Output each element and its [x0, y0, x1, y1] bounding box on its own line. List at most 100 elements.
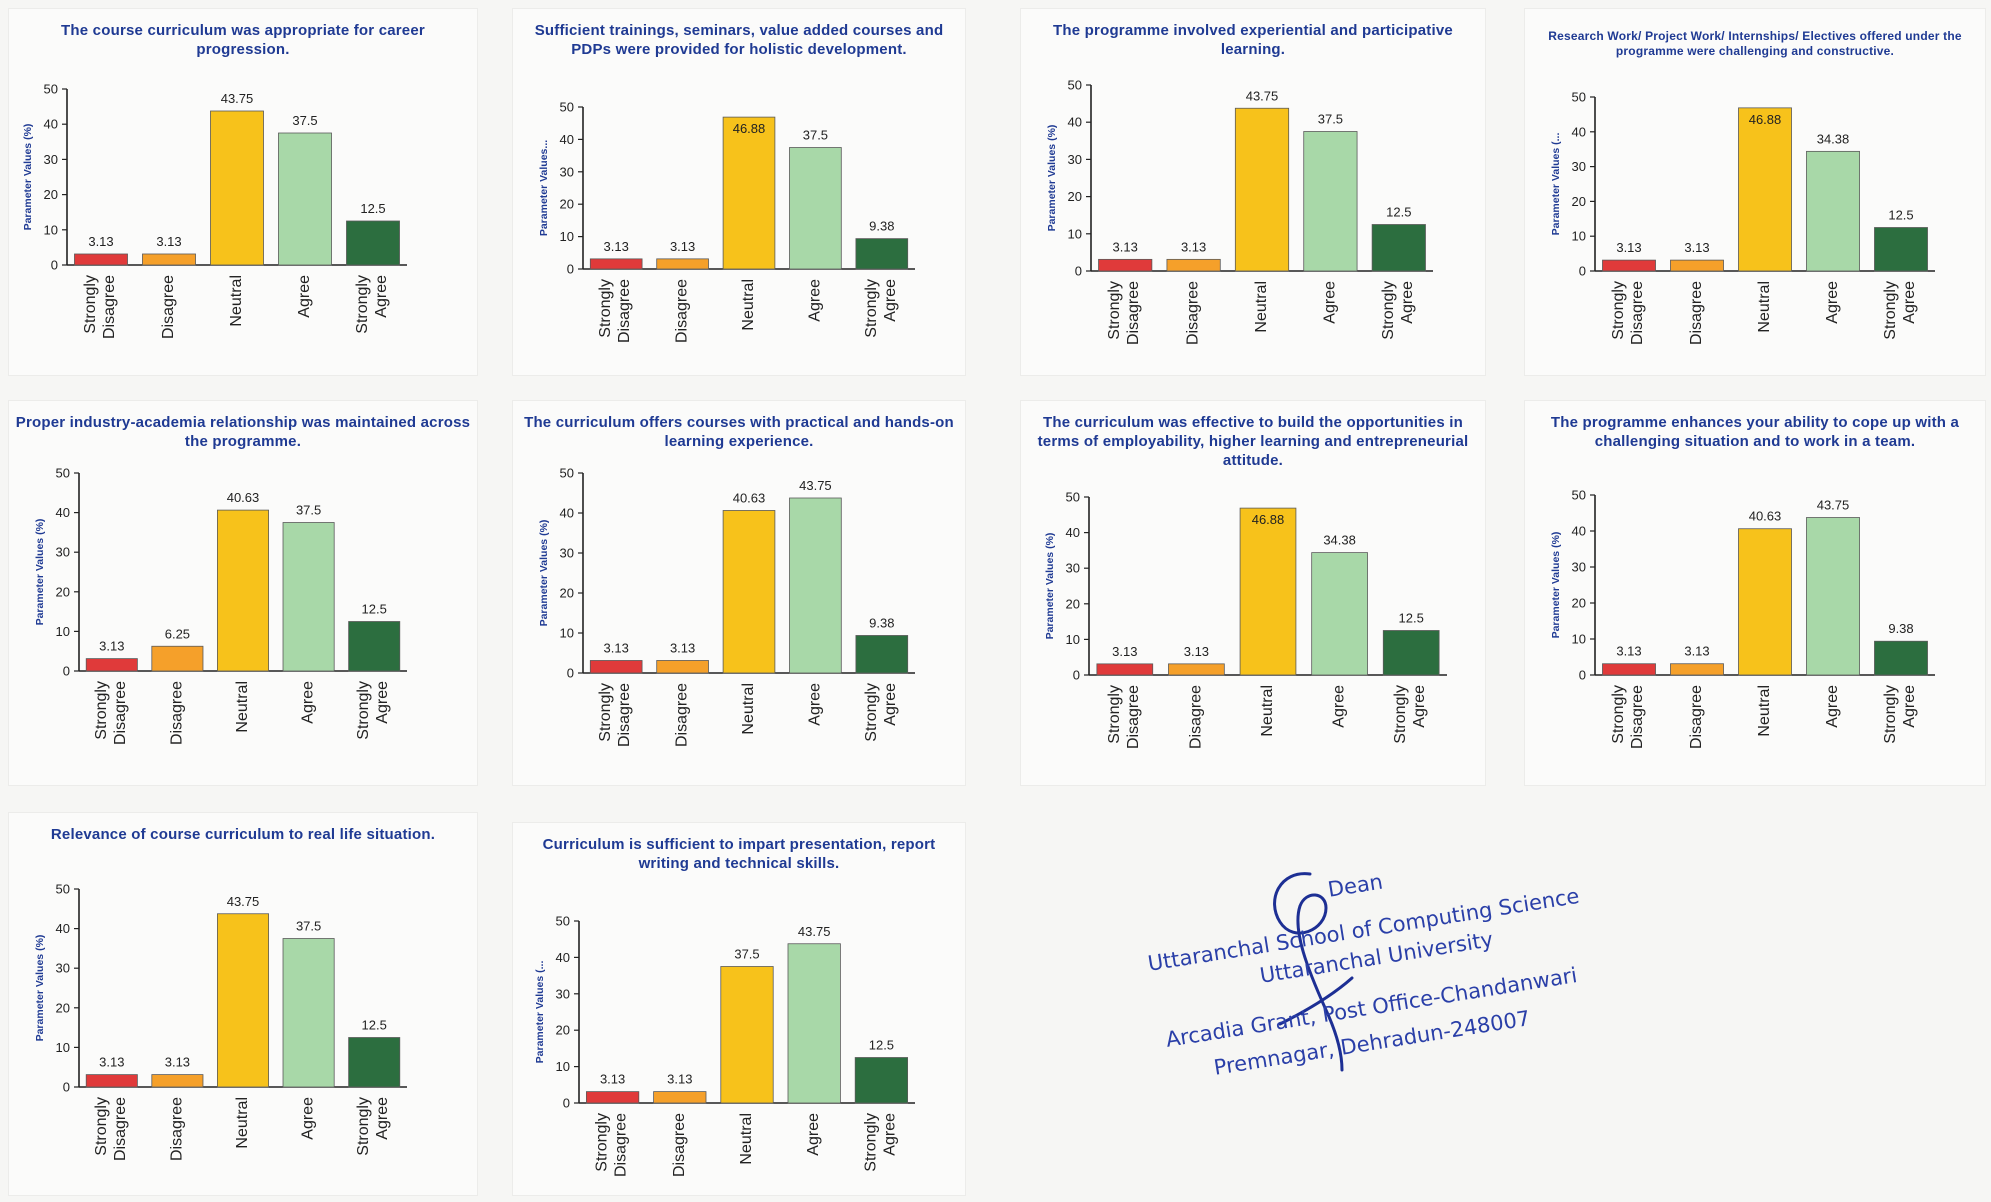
x-tick-label: Disagree	[1185, 281, 1202, 345]
y-tick-label: 0	[51, 258, 58, 273]
y-tick-label: 30	[1068, 152, 1082, 167]
y-tick-label: 30	[556, 986, 570, 1001]
x-tick-label: Strongly Disagree	[1106, 281, 1142, 345]
y-tick-label: 40	[1572, 124, 1586, 139]
x-tick-label: Strongly Agree	[1380, 281, 1416, 340]
x-tick-label: Agree	[806, 279, 823, 322]
bar-value-label: 3.13	[667, 1072, 692, 1087]
bar-value-label: 43.75	[799, 478, 832, 493]
x-tick-label: Agree	[806, 683, 823, 726]
bar-value-label: 12.5	[362, 1018, 387, 1033]
chart-panel-9: Relevance of course curriculum to real l…	[8, 812, 478, 1196]
y-tick-label: 30	[1066, 561, 1080, 576]
y-tick-label: 30	[56, 545, 70, 560]
y-axis-title: Parameter Values (%)	[538, 520, 550, 627]
bar	[278, 132, 332, 266]
x-tick-label: Neutral	[228, 275, 245, 327]
x-tick-label: Agree	[296, 275, 313, 318]
bar	[720, 966, 774, 1104]
x-tick-label: Strongly Disagree	[93, 1097, 129, 1161]
x-tick-label: Strongly Agree	[862, 1113, 898, 1172]
y-tick-label: 40	[56, 505, 70, 520]
bar-value-label: 3.13	[99, 639, 124, 654]
bar	[142, 253, 196, 266]
bar	[1234, 107, 1290, 272]
x-tick-label: Disagree	[674, 279, 691, 343]
bar	[1806, 517, 1860, 676]
bar	[85, 658, 138, 672]
bar-value-label: 3.13	[1684, 644, 1709, 659]
y-tick-label: 50	[44, 82, 58, 97]
x-tick-label: Strongly Agree	[863, 279, 899, 338]
x-tick-label: Strongly Disagree	[1106, 685, 1142, 749]
y-axis-title: Parameter Values (%)	[22, 124, 34, 231]
chart-title: Research Work/ Project Work/ Internships…	[1548, 29, 1962, 58]
bar	[1602, 259, 1656, 272]
chart-panel-5: Proper industry-academia relationship wa…	[8, 400, 478, 786]
y-tick-label: 50	[1068, 78, 1082, 93]
bar	[282, 938, 335, 1088]
y-tick-label: 30	[560, 164, 574, 179]
x-tick-label: Agree	[1824, 281, 1841, 324]
bar-value-label: 3.13	[1112, 644, 1137, 659]
bar-chart-4: 0 10 20 30 40 50 Parameter Values (... 3.13 Stro…	[1550, 90, 1935, 345]
bar-value-label: 43.75	[1817, 498, 1850, 513]
bar-chart-10: 0 10 20 30 40 50 Parameter Values (... 3.13 Stro…	[534, 914, 915, 1177]
bar-value-label: 9.38	[1888, 621, 1913, 636]
bar-chart-1: 0 10 20 30 40 50 Parameter Values (%) 3.13 Stron…	[22, 82, 407, 339]
bar-value-label: 3.13	[670, 640, 695, 655]
bar	[855, 238, 909, 270]
dean-seal-stamp: Dean Uttaranchal School of Computing Sci…	[1130, 860, 1610, 1090]
x-tick-label: Agree	[805, 1113, 822, 1156]
bar	[1670, 259, 1724, 272]
bar-value-label: 3.13	[1181, 239, 1206, 254]
bar	[1670, 663, 1724, 676]
y-tick-label: 40	[1068, 115, 1082, 130]
y-tick-label: 30	[1572, 159, 1586, 174]
chart-title: Curriculum is sufficient to impart prese…	[542, 836, 936, 872]
y-tick-label: 0	[1075, 264, 1082, 279]
y-tick-label: 20	[1572, 596, 1586, 611]
bar	[653, 1091, 707, 1104]
bar-value-label: 37.5	[1318, 112, 1343, 127]
chart-panel-4: Research Work/ Project Work/ Internships…	[1524, 8, 1986, 376]
bar	[348, 1037, 401, 1088]
bar-chart-2: 0 10 20 30 40 50 Parameter Values... 3.13 Strong…	[538, 100, 915, 343]
x-tick-label: Disagree	[1187, 685, 1204, 749]
y-axis-title: Parameter Values (...	[534, 961, 546, 1064]
bar	[217, 509, 269, 672]
y-tick-label: 50	[560, 100, 574, 115]
bar	[151, 1074, 204, 1088]
y-tick-label: 20	[1572, 194, 1586, 209]
y-axis-title: Parameter Values (%)	[34, 519, 46, 626]
chart-panel-1: The course curriculum was appropriate fo…	[8, 8, 478, 376]
x-tick-label: Agree	[1331, 685, 1348, 728]
y-axis-title: Parameter Values...	[538, 140, 550, 236]
y-tick-label: 0	[63, 664, 70, 679]
bar	[1738, 528, 1792, 676]
y-tick-label: 20	[560, 197, 574, 212]
x-tick-label: Agree	[1824, 685, 1841, 728]
y-tick-label: 0	[567, 666, 574, 681]
y-axis-title: Parameter Values (...	[1550, 133, 1562, 236]
bar	[656, 660, 709, 674]
bar-value-label: 3.13	[1616, 644, 1641, 659]
bar	[722, 510, 776, 674]
x-tick-label: Disagree	[1688, 281, 1705, 345]
y-tick-label: 50	[556, 914, 570, 929]
bar	[74, 253, 128, 266]
bar	[1371, 224, 1426, 272]
bar-value-label: 12.5	[1399, 611, 1424, 626]
chart-panel-2: Sufficient trainings, seminars, value ad…	[512, 8, 966, 376]
chart-title: Proper industry-academia relationship wa…	[15, 414, 471, 450]
bar-value-label: 34.38	[1323, 533, 1356, 548]
y-tick-label: 10	[1572, 632, 1586, 647]
y-tick-label: 30	[44, 152, 58, 167]
x-tick-label: Disagree	[1688, 685, 1705, 749]
bar	[348, 621, 401, 672]
bar	[789, 497, 842, 674]
y-tick-label: 0	[567, 262, 574, 277]
bar-chart-6: 0 10 20 30 40 50 Parameter Values (%) 3.13 Stron…	[538, 466, 915, 747]
y-tick-label: 50	[56, 882, 70, 897]
x-tick-label: Strongly Agree	[355, 1097, 391, 1156]
